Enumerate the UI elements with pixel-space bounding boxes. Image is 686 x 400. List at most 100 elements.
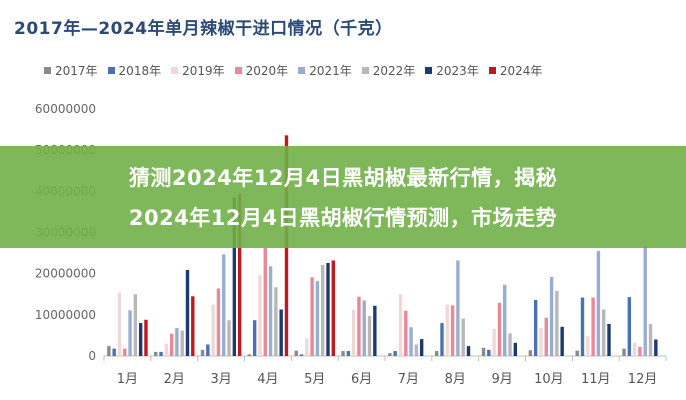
bar bbox=[123, 348, 127, 356]
bar bbox=[398, 294, 403, 356]
legend-label: 2021年 bbox=[309, 64, 352, 78]
bar bbox=[138, 323, 143, 356]
bar bbox=[252, 320, 257, 356]
bar bbox=[419, 339, 424, 356]
chart-legend: 2017年 2018年 2019年 2020年 2021年 2022年 2023年 2024年 bbox=[44, 62, 542, 79]
legend-item: 2020年 bbox=[234, 62, 288, 79]
bar bbox=[206, 344, 210, 356]
bar bbox=[128, 310, 132, 356]
bar bbox=[492, 328, 496, 356]
bar bbox=[191, 296, 195, 356]
bar bbox=[112, 348, 116, 356]
bar bbox=[237, 193, 242, 356]
bar bbox=[175, 328, 179, 356]
bar bbox=[586, 336, 590, 356]
bar bbox=[549, 276, 554, 356]
bar bbox=[133, 294, 138, 356]
x-tick-label: 12月 bbox=[628, 372, 658, 387]
bar bbox=[326, 262, 330, 356]
legend-swatch bbox=[234, 67, 242, 74]
bar bbox=[544, 317, 548, 356]
bar bbox=[575, 350, 579, 356]
bar bbox=[144, 319, 148, 356]
bar bbox=[258, 275, 262, 356]
headline-line-2: 2024年12月4日黑胡椒行情预测，市场走势 bbox=[128, 206, 558, 230]
x-tick-label: 5月 bbox=[304, 372, 325, 387]
bar bbox=[503, 284, 507, 356]
bar bbox=[591, 297, 595, 356]
legend-swatch bbox=[107, 67, 115, 74]
bar bbox=[481, 347, 486, 356]
legend-swatch bbox=[361, 67, 369, 74]
legend-item: 2018年 bbox=[107, 62, 162, 79]
bar bbox=[247, 354, 252, 356]
bar bbox=[373, 305, 377, 356]
legend-swatch bbox=[44, 67, 51, 74]
bar bbox=[487, 349, 491, 356]
bar bbox=[632, 342, 637, 356]
bar bbox=[310, 277, 314, 356]
x-tick-label: 10月 bbox=[534, 372, 564, 387]
bar bbox=[180, 330, 184, 356]
legend-item: 2022年 bbox=[361, 62, 415, 79]
bar bbox=[643, 245, 647, 356]
bar bbox=[351, 309, 356, 356]
x-tick-label: 1月 bbox=[117, 372, 138, 387]
bar bbox=[466, 346, 471, 356]
bar bbox=[622, 348, 626, 356]
y-tick-label: 20000000 bbox=[35, 267, 96, 281]
bar bbox=[607, 323, 611, 356]
chart-title: 2017年—2024年单月辣椒干进口情况（千克） bbox=[14, 19, 393, 39]
bar bbox=[528, 350, 533, 356]
bar bbox=[305, 338, 309, 356]
bar bbox=[185, 269, 190, 356]
bar bbox=[299, 354, 304, 356]
bar bbox=[216, 288, 221, 356]
y-tick-label: 10000000 bbox=[35, 308, 96, 322]
legend-label: 2024年 bbox=[499, 64, 543, 78]
bar bbox=[461, 318, 465, 356]
bar bbox=[450, 305, 455, 356]
bar bbox=[200, 349, 205, 356]
bar bbox=[404, 310, 408, 356]
bar bbox=[227, 320, 231, 356]
bar bbox=[222, 254, 226, 356]
bar bbox=[513, 342, 518, 356]
bar bbox=[263, 247, 267, 356]
bar bbox=[654, 339, 658, 356]
x-tick-label: 6月 bbox=[351, 372, 372, 387]
x-tick-label: 3月 bbox=[210, 372, 231, 387]
bar bbox=[560, 326, 564, 356]
x-tick-label: 8月 bbox=[445, 372, 466, 387]
bar bbox=[362, 300, 366, 356]
bar bbox=[346, 351, 351, 356]
bar bbox=[321, 265, 325, 356]
bar bbox=[232, 197, 237, 356]
bar bbox=[497, 302, 502, 356]
bar bbox=[388, 353, 392, 356]
bar bbox=[268, 266, 273, 356]
legend-label: 2018年 bbox=[118, 64, 162, 78]
bar bbox=[294, 350, 298, 356]
bar bbox=[367, 316, 372, 356]
legend-swatch bbox=[425, 67, 433, 74]
bar bbox=[555, 290, 559, 356]
bar bbox=[414, 344, 419, 356]
bar bbox=[341, 351, 345, 356]
bar bbox=[164, 343, 168, 356]
bar bbox=[159, 351, 163, 356]
x-tick-label: 9月 bbox=[491, 372, 512, 387]
legend-label: 2023年 bbox=[436, 64, 479, 78]
legend-label: 2017年 bbox=[55, 64, 98, 78]
bar bbox=[357, 296, 361, 356]
x-tick-label: 2月 bbox=[164, 372, 185, 387]
bar bbox=[627, 297, 632, 356]
bar bbox=[596, 251, 601, 356]
x-tick-label: 7月 bbox=[398, 372, 419, 387]
x-tick-label: 4月 bbox=[257, 372, 278, 387]
bar bbox=[154, 351, 158, 356]
bar bbox=[445, 304, 449, 356]
bar bbox=[580, 297, 585, 356]
legend-item: 2019年 bbox=[171, 62, 225, 79]
